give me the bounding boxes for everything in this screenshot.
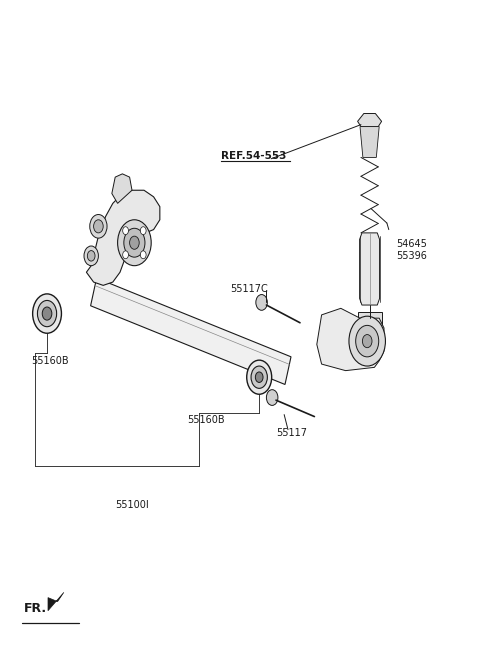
Circle shape: [349, 316, 385, 366]
Polygon shape: [360, 127, 379, 157]
Circle shape: [356, 325, 379, 357]
Polygon shape: [112, 174, 132, 203]
Text: 55160B: 55160B: [31, 356, 69, 366]
Text: 55160B: 55160B: [187, 415, 225, 425]
Circle shape: [123, 251, 129, 258]
Circle shape: [140, 227, 146, 235]
Polygon shape: [317, 308, 384, 371]
Polygon shape: [48, 592, 64, 611]
Text: REF.54-553: REF.54-553: [221, 151, 286, 161]
Circle shape: [37, 300, 57, 327]
Circle shape: [42, 307, 52, 320]
Circle shape: [84, 246, 98, 266]
Circle shape: [123, 227, 129, 235]
Circle shape: [256, 295, 267, 310]
Circle shape: [87, 251, 95, 261]
Polygon shape: [358, 312, 382, 335]
Circle shape: [124, 228, 145, 257]
Polygon shape: [360, 233, 380, 305]
Circle shape: [266, 390, 278, 405]
Circle shape: [94, 220, 103, 233]
Text: 55117C: 55117C: [230, 284, 268, 294]
Circle shape: [118, 220, 151, 266]
Polygon shape: [86, 190, 160, 285]
Circle shape: [140, 251, 146, 258]
Polygon shape: [91, 278, 291, 384]
Circle shape: [247, 360, 272, 394]
Circle shape: [90, 215, 107, 238]
Text: 54645
55396: 54645 55396: [396, 239, 427, 261]
Text: 55100I: 55100I: [115, 501, 149, 510]
Circle shape: [251, 366, 267, 388]
Text: 55117: 55117: [276, 428, 307, 438]
Circle shape: [130, 236, 139, 249]
Circle shape: [255, 372, 263, 382]
Polygon shape: [358, 113, 382, 127]
Circle shape: [362, 335, 372, 348]
Text: FR.: FR.: [24, 602, 47, 615]
Circle shape: [33, 294, 61, 333]
